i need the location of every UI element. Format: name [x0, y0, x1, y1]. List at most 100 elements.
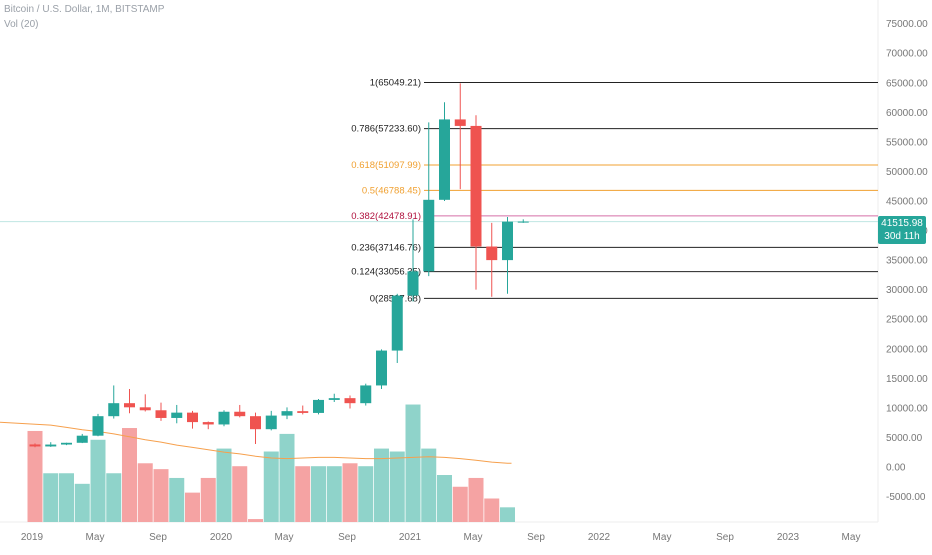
volume-bar [500, 507, 515, 522]
symbol-legend[interactable]: Bitcoin / U.S. Dollar, 1M, BITSTAMP [4, 4, 165, 15]
time-axis-tick-label: Sep [338, 532, 356, 543]
candle-body [108, 403, 120, 417]
candle-body [313, 399, 324, 413]
candle-body [92, 416, 104, 436]
volume-bar [43, 473, 59, 522]
time-axis-tick-label: Sep [527, 532, 545, 543]
candle-body [61, 442, 72, 445]
price-axis-tick-label: 5000.00 [886, 433, 923, 444]
candle-body [124, 403, 135, 408]
time-axis-tick-label: May [86, 532, 105, 543]
fib-level-label: 1(65049.21) [370, 77, 421, 88]
volume-bar [452, 486, 468, 522]
candle-body [234, 411, 246, 417]
volume-bar [200, 477, 216, 522]
price-axis-tick-label: 60000.00 [886, 108, 928, 119]
volume-bar [263, 451, 279, 522]
time-axis-tick-label: 2021 [399, 532, 422, 543]
price-axis-tick-label: 70000.00 [886, 49, 928, 60]
candle-body [202, 422, 214, 425]
price-axis-tick-label: 75000.00 [886, 19, 928, 30]
candle-body [376, 350, 387, 386]
candle-body [297, 411, 309, 413]
volume-bar [484, 498, 500, 522]
candle-body [344, 398, 356, 404]
time-axis-tick-label: May [842, 532, 861, 543]
candle-body [454, 119, 466, 126]
volume-bar [342, 463, 358, 522]
candle-body [360, 385, 372, 404]
candle-body [502, 221, 513, 261]
candle-body [155, 410, 167, 418]
volume-bar [122, 428, 137, 522]
price-axis-tick-label: -5000.00 [886, 492, 926, 503]
price-axis-tick-label: 50000.00 [886, 167, 928, 178]
volume-bar [374, 448, 389, 522]
time-axis-tick-label: May [653, 532, 672, 543]
price-axis-tick-label: 0.00 [886, 463, 906, 474]
volume-bar [169, 477, 185, 522]
time-axis-tick-label: May [275, 532, 294, 543]
time-axis-tick-label: 2023 [777, 532, 800, 543]
volume-bar [27, 430, 43, 522]
candle-body [29, 444, 41, 447]
candle-body [250, 416, 261, 430]
last-price-tag: 41515.98 30d 11h [878, 216, 926, 244]
time-axis-tick-label: May [464, 532, 483, 543]
fib-level-label: 0.236(37146.76) [351, 242, 421, 253]
price-axis-tick-label: 65000.00 [886, 78, 928, 89]
volume-bar [405, 404, 421, 522]
volume-bar [74, 483, 90, 522]
price-axis-tick-label: 20000.00 [886, 344, 928, 355]
time-axis-tick-label: Sep [149, 532, 167, 543]
volume-bar [326, 466, 342, 522]
volume-bar [468, 477, 484, 522]
candle-body [139, 407, 151, 411]
volume-bar [437, 475, 452, 522]
volume-bar [59, 473, 74, 522]
candle-body [517, 221, 529, 223]
price-axis-tick-label: 35000.00 [886, 256, 928, 267]
candle-body [76, 435, 88, 443]
fib-level-label: 0.382(42478.91) [351, 211, 421, 222]
candle-body [439, 119, 450, 200]
volume-bar [389, 451, 405, 522]
fib-level-label: 0.124(33056.35) [351, 267, 421, 278]
volume-bar [279, 433, 295, 522]
candle-body [328, 398, 340, 400]
candle-body [486, 246, 498, 261]
price-axis-tick-label: 15000.00 [886, 374, 928, 385]
volume-bar [185, 492, 200, 522]
candle-body [391, 295, 403, 351]
fib-level-label: 0.786(57233.60) [351, 124, 421, 135]
volume-bar [295, 466, 311, 522]
fib-level-label: 0.5(46788.45) [362, 185, 421, 196]
time-axis-tick-label: 2022 [588, 532, 611, 543]
volume-legend[interactable]: Vol (20) [4, 19, 39, 30]
price-axis-tick-label: 30000.00 [886, 285, 928, 296]
volume-bar [137, 463, 153, 522]
price-axis-tick-label: 45000.00 [886, 196, 928, 207]
candle-body [187, 412, 198, 423]
candle-body [171, 412, 183, 418]
candle-body [470, 125, 482, 247]
price-axis-tick-label: 55000.00 [886, 137, 928, 148]
volume-bar [216, 448, 232, 522]
volume-bar [248, 519, 263, 522]
volume-bar [232, 466, 248, 522]
volume-bar [311, 466, 326, 522]
time-axis-tick-label: 2019 [21, 532, 44, 543]
volume-bar [90, 439, 106, 522]
candle-body [45, 444, 57, 447]
candle-body [281, 411, 293, 416]
volume-bar [358, 466, 374, 522]
volume-bar [106, 473, 122, 522]
time-axis-tick-label: 2020 [210, 532, 233, 543]
time-axis-tick-label: Sep [716, 532, 734, 543]
candle-body [218, 411, 230, 425]
candle-countdown: 30d 11h [884, 231, 920, 242]
price-axis-tick-label: 25000.00 [886, 315, 928, 326]
last-price-value: 41515.98 [881, 218, 923, 229]
